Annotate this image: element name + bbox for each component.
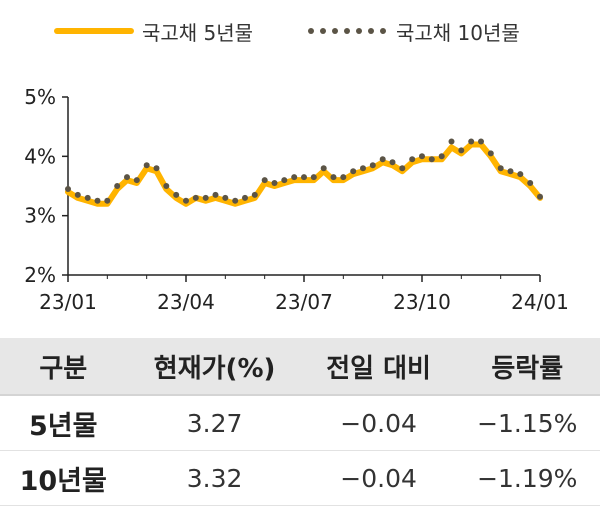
legend-line-swatch — [54, 28, 134, 34]
series-point-10y — [232, 198, 238, 204]
row-name: 5년물 — [0, 395, 126, 451]
series-point-10y — [124, 174, 130, 180]
series-point-10y — [409, 156, 415, 162]
legend-item-5y: 국고채 5년물 — [54, 14, 253, 48]
x-tick-label: 23/10 — [393, 290, 451, 314]
series-point-10y — [468, 139, 474, 145]
row-change: −0.04 — [303, 395, 455, 451]
series-point-10y — [193, 195, 199, 201]
x-tick-label: 23/04 — [157, 290, 215, 314]
series-point-10y — [183, 198, 189, 204]
series-point-10y — [252, 192, 258, 198]
header-category: 구분 — [0, 338, 126, 395]
series-point-10y — [439, 153, 445, 159]
series-point-10y — [85, 195, 91, 201]
header-rate: 등락률 — [455, 338, 600, 395]
legend-label-10y: 국고채 10년물 — [396, 17, 520, 46]
row-price: 3.32 — [126, 451, 302, 506]
series-point-10y — [399, 165, 405, 171]
series-point-10y — [517, 171, 523, 177]
series-point-10y — [65, 186, 71, 192]
series-point-10y — [272, 180, 278, 186]
series-point-10y — [242, 195, 248, 201]
x-tick-label: 23/07 — [275, 290, 333, 314]
series-point-10y — [331, 174, 337, 180]
series-point-10y — [311, 174, 317, 180]
series-point-10y — [360, 165, 366, 171]
series-point-10y — [449, 139, 455, 145]
x-tick-label: 23/01 — [39, 290, 97, 314]
series-point-10y — [370, 162, 376, 168]
series-point-10y — [350, 168, 356, 174]
legend-dots-swatch — [308, 27, 388, 35]
y-tick-label: 5% — [24, 85, 56, 109]
series-point-10y — [154, 165, 160, 171]
row-rate: −1.19% — [455, 451, 600, 506]
series-point-10y — [291, 174, 297, 180]
series-point-10y — [508, 168, 514, 174]
yield-line-chart: 2% 3% 4% 5% 23/01 23/04 23/07 23/10 24/01 — [0, 60, 600, 330]
header-price: 현재가(%) — [126, 338, 302, 395]
header-change: 전일 대비 — [303, 338, 455, 395]
series-point-10y — [478, 139, 484, 145]
series-point-10y — [498, 165, 504, 171]
series-point-10y — [458, 147, 464, 153]
y-tick-label: 3% — [24, 204, 56, 228]
series-point-10y — [163, 183, 169, 189]
table-row: 5년물 3.27 −0.04 −1.15% — [0, 395, 600, 451]
series-point-10y — [104, 198, 110, 204]
row-rate: −1.15% — [455, 395, 600, 451]
series-point-10y — [75, 192, 81, 198]
series-point-10y — [301, 174, 307, 180]
series-point-10y — [203, 195, 209, 201]
series-point-10y — [213, 192, 219, 198]
legend-label-5y: 국고채 5년물 — [142, 17, 253, 46]
row-name: 10년물 — [0, 451, 126, 506]
series-point-10y — [222, 195, 228, 201]
series-point-10y — [114, 183, 120, 189]
series-point-10y — [173, 192, 179, 198]
legend-item-10y: 국고채 10년물 — [308, 14, 520, 48]
series-point-10y — [429, 156, 435, 162]
series-point-10y — [134, 177, 140, 183]
series-point-10y — [390, 159, 396, 165]
series-point-10y — [321, 165, 327, 171]
table-row: 10년물 3.32 −0.04 −1.19% — [0, 451, 600, 506]
chart-legend: 국고채 5년물 국고채 10년물 — [0, 14, 600, 48]
y-tick-label: 2% — [24, 263, 56, 287]
row-change: −0.04 — [303, 451, 455, 506]
series-point-10y — [95, 198, 101, 204]
series-point-10y — [262, 177, 268, 183]
series-point-10y — [380, 156, 386, 162]
x-tick-label: 24/01 — [511, 290, 569, 314]
series-point-10y — [281, 177, 287, 183]
series-point-10y — [527, 180, 533, 186]
y-tick-label: 4% — [24, 144, 56, 168]
series-point-10y — [488, 150, 494, 156]
table-header-row: 구분 현재가(%) 전일 대비 등락률 — [0, 338, 600, 395]
series-point-10y — [537, 194, 543, 200]
series-point-10y — [340, 174, 346, 180]
series-point-10y — [419, 153, 425, 159]
row-price: 3.27 — [126, 395, 302, 451]
yield-table: 구분 현재가(%) 전일 대비 등락률 5년물 3.27 −0.04 −1.15… — [0, 338, 600, 506]
series-point-10y — [144, 162, 150, 168]
